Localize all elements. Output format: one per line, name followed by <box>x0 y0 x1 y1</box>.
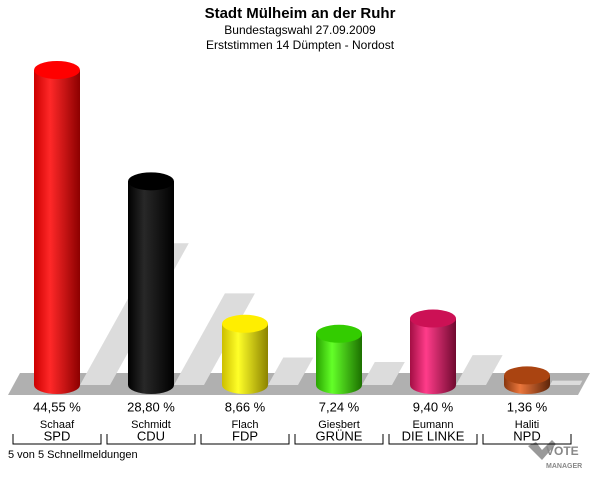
party-label: SPD <box>44 428 71 443</box>
candidate-label: Eumann <box>413 419 454 431</box>
logo-text: MANAGER <box>546 463 582 470</box>
chart-subtitle: Bundestagswahl 27.09.2009 <box>224 23 376 37</box>
bar <box>316 333 362 394</box>
bracket <box>200 434 290 445</box>
bracket <box>12 434 102 445</box>
bar-top <box>34 61 80 79</box>
candidate-label: Flach <box>232 419 259 431</box>
bar-top <box>222 314 268 333</box>
bracket <box>106 434 196 445</box>
bar <box>128 181 174 394</box>
logo-text: VOTE <box>546 444 579 458</box>
logo-icon <box>528 440 556 460</box>
candidate-label: Giesbert <box>318 419 360 431</box>
bars <box>34 61 550 394</box>
value-label: 44,55 % <box>33 399 81 414</box>
bar-top <box>410 309 456 328</box>
candidate-label: Schmidt <box>131 419 171 431</box>
bar-top <box>128 172 174 191</box>
bar-shadow <box>268 357 314 385</box>
bar-shadow <box>550 380 583 385</box>
bracket <box>482 434 572 445</box>
value-label: 1,36 % <box>507 399 548 414</box>
bracket <box>388 434 478 445</box>
chart-subtitle: Erststimmen 14 Dümpten - Nordost <box>206 38 395 52</box>
party-label: DIE LINKE <box>402 428 465 443</box>
bar <box>410 318 456 394</box>
bar <box>34 70 80 394</box>
logo: VOTE MANAGER <box>528 440 582 470</box>
bar-shadow <box>456 355 503 385</box>
value-label: 8,66 % <box>225 399 266 414</box>
value-label: 9,40 % <box>413 399 454 414</box>
party-label: GRÜNE <box>316 428 363 443</box>
party-label: CDU <box>137 428 165 443</box>
bar <box>222 323 268 394</box>
bar-top <box>316 324 362 343</box>
bar-shadow <box>362 361 405 385</box>
bar-top <box>504 366 550 385</box>
candidate-label: Haliti <box>515 419 539 431</box>
value-label: 7,24 % <box>319 399 360 414</box>
candidate-label: Schaaf <box>40 419 75 431</box>
party-label: FDP <box>232 428 258 443</box>
value-label: 28,80 % <box>127 399 175 414</box>
party-label: NPD <box>513 428 540 443</box>
chart-title: Stadt Mülheim an der Ruhr <box>205 5 396 22</box>
bracket <box>294 434 384 445</box>
footer: 5 von 5 Schnellmeldungen <box>8 449 138 461</box>
